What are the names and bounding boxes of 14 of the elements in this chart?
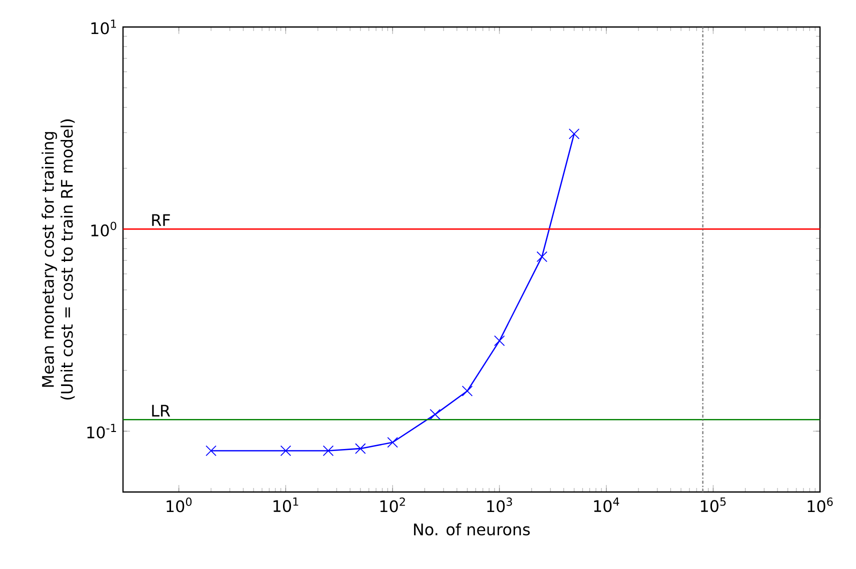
x-tick-label: 10$^{3}$ — [487, 498, 512, 512]
x-tick-label: 10$^{1}$ — [274, 497, 298, 512]
y-axis-title: Mean monetary cost for training (Unit cost = cost to train RF model) — [42, 119, 75, 400]
x-axis-title: No. of neurons — [414, 523, 530, 536]
y-tick-label: 10$^{0}$ — [91, 222, 116, 236]
x-tick-label: 10$^{5}$ — [700, 497, 726, 512]
x-tick-label: 10$^{6}$ — [808, 498, 833, 512]
ref-line-label: RF — [152, 214, 170, 226]
x-tick-label: 10$^{2}$ — [380, 498, 405, 512]
ref-line-label: LR — [152, 404, 170, 416]
x-tick-label: 10$^{0}$ — [166, 498, 192, 512]
y-tick-label: 10$^{1}$ — [91, 20, 116, 34]
y-tick-label: 10$^{-1}$ — [87, 424, 116, 438]
x-tick-label: 10$^{4}$ — [594, 497, 620, 512]
